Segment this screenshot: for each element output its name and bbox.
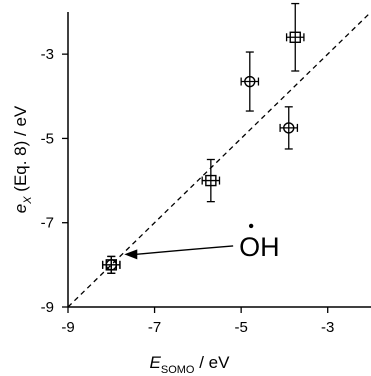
data-point-circle [283,122,295,134]
data-point-square [289,31,301,43]
reference-line-dashed [68,12,371,307]
x-tick-label: -9 [61,319,74,336]
y-axis-label: eX (Eq. 8) / eV [11,105,34,213]
annotation-arrow-line [136,245,234,256]
radical-dot [248,223,254,229]
annotation-arrow-head [124,249,138,260]
x-tick-label: -5 [234,319,247,336]
y-tick-label: -3 [41,46,54,63]
x-axis-label: ESOMO / eV [150,353,231,376]
data-point-square [205,174,217,187]
annotation-text: OH [239,232,280,262]
y-tick-label: -7 [41,215,54,232]
data-point-circle [244,75,256,88]
x-tick-label: -3 [321,319,334,336]
data-point-square [105,259,117,271]
y-tick-label: -5 [41,130,54,147]
x-tick-label: -7 [148,319,161,336]
y-tick-label: -9 [41,299,54,316]
plot-area: -9 -7 -5 -3 -9 -7 -5 -3 ESOMO / eV eX (Eq. 8) / e… [11,2,371,376]
